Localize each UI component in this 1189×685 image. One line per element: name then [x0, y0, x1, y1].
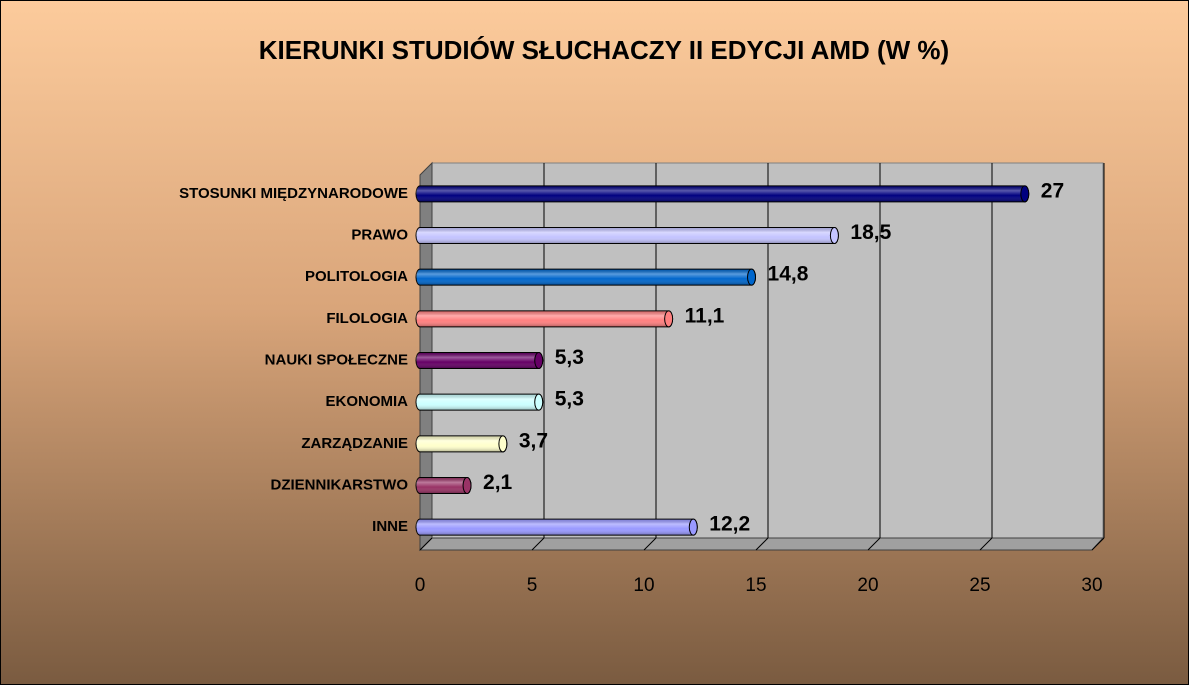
bar-cap — [664, 310, 674, 328]
bar-cap — [462, 477, 472, 494]
data-label: 5,3 — [555, 346, 584, 369]
data-label: 12,2 — [709, 513, 750, 536]
tick-mark — [867, 537, 881, 551]
x-tick-label: 30 — [1081, 575, 1102, 596]
tick-mark — [1091, 537, 1105, 551]
tick-mark — [979, 537, 993, 551]
y-tick-label: NAUKI SPOŁECZNE — [265, 351, 408, 368]
data-label: 14,8 — [768, 263, 809, 286]
y-tick-label: POLITOLOGIA — [305, 268, 408, 285]
y-tick-label: PRAWO — [351, 226, 408, 243]
data-label: 11,1 — [685, 304, 725, 327]
bar-cap — [498, 435, 508, 453]
bar-shine — [416, 227, 839, 244]
y-tick-label: EKONOMIA — [326, 393, 409, 410]
bar-shine — [416, 269, 756, 286]
x-tick-label: 20 — [857, 575, 878, 596]
bar-shine — [416, 185, 1029, 202]
bar-shine — [416, 394, 543, 411]
chart-title: KIERUNKI STUDIÓW SŁUCHACZY II EDYCJI AMD… — [259, 35, 949, 65]
tick-mark — [643, 537, 657, 551]
x-tick-label: 10 — [633, 575, 654, 596]
bar-shine — [416, 352, 543, 369]
x-tick-label: 5 — [527, 575, 538, 596]
x-tick-label: 15 — [745, 575, 766, 596]
bar-cap — [1020, 185, 1030, 203]
x-tick-label: 25 — [969, 575, 990, 596]
bar-shine — [416, 310, 673, 327]
bar-cap — [829, 227, 839, 244]
tick-mark — [755, 537, 769, 551]
data-label: 27 — [1041, 179, 1064, 202]
y-tick-label: FILOLOGIA — [326, 310, 408, 327]
data-label: 2,1 — [483, 471, 513, 494]
tick-mark — [531, 537, 545, 551]
bar-shine — [416, 477, 472, 494]
data-label: 5,3 — [555, 388, 584, 411]
data-label: 18,5 — [850, 221, 891, 244]
bar-cap — [747, 268, 757, 286]
bar-cap — [534, 393, 544, 411]
y-tick-label: DZIENNIKARSTWO — [271, 476, 409, 493]
bar-cap — [534, 352, 544, 369]
y-tick-label: INNE — [372, 518, 408, 535]
y-tick-label: ZARZĄDZANIE — [301, 435, 408, 452]
y-tick-label: STOSUNKI MIĘDZYNARODOWE — [179, 185, 408, 202]
tick-mark — [419, 537, 433, 551]
bar-shine — [416, 435, 507, 452]
x-tick-label: 0 — [415, 575, 426, 596]
bar-cap — [688, 518, 698, 536]
data-label: 3,7 — [519, 429, 548, 452]
bar-shine — [416, 519, 698, 536]
